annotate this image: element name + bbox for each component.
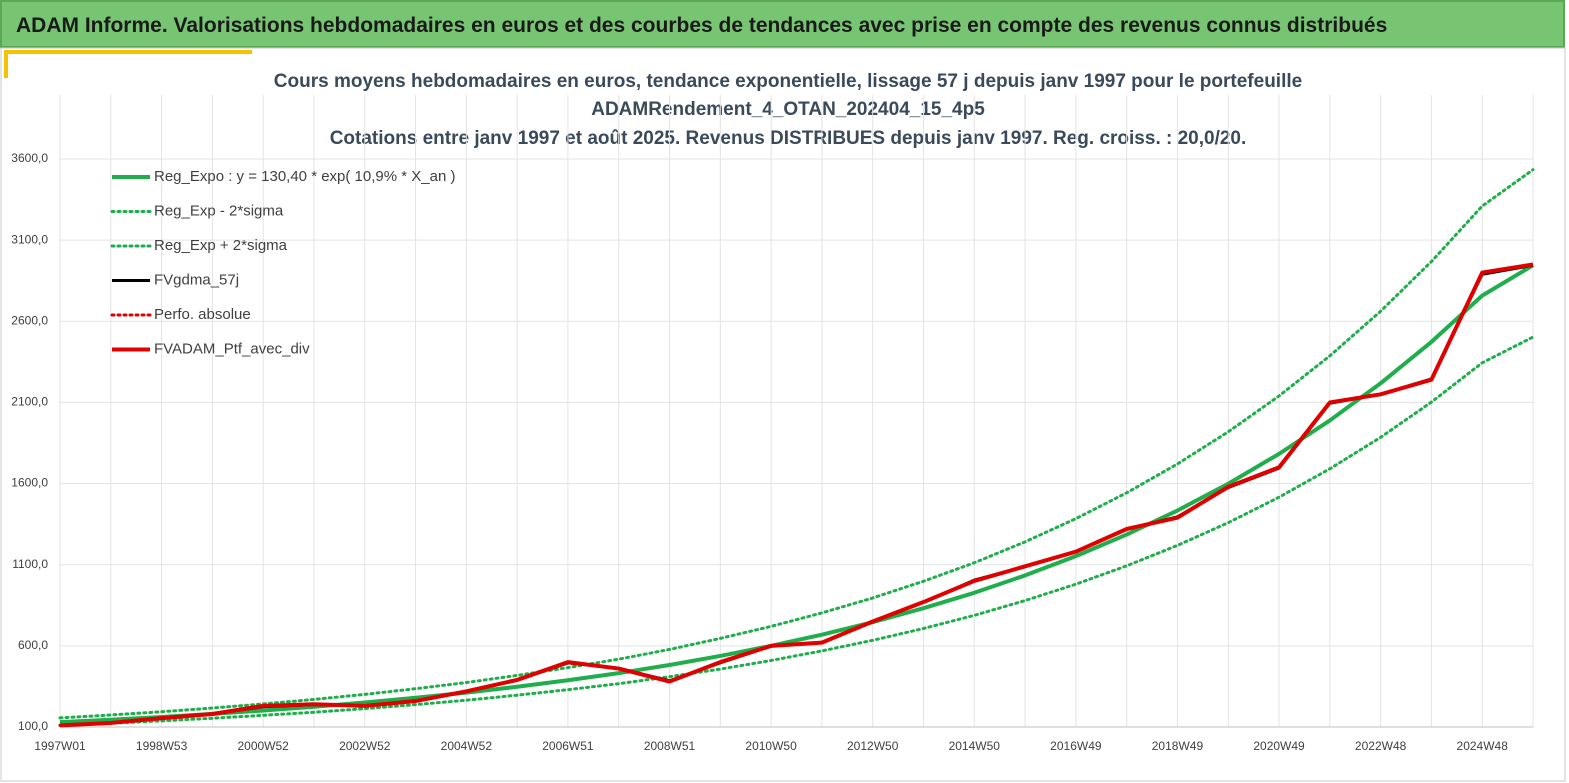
accent [4, 50, 252, 54]
x-tick-label: 2020W49 [1253, 739, 1305, 753]
x-tick-label: 2000W52 [237, 739, 289, 753]
x-tick-label: 2008W51 [644, 739, 696, 753]
x-tick-label: 2014W50 [949, 739, 1001, 753]
y-tick-label: 3100,0 [11, 232, 48, 246]
series-line [59, 262, 1534, 728]
x-tick-label: 2006W51 [542, 739, 594, 753]
chart-subtitle: ADAMRendement_4_OTAN_202404_15_4p5 [591, 99, 985, 120]
y-tick-label: 600,0 [18, 638, 48, 652]
series-line [58, 335, 1535, 727]
x-tick-label: 2004W52 [441, 739, 493, 753]
x-tick-label: 1997W01 [34, 739, 86, 753]
legend-label: Perfo. absolue [154, 306, 251, 323]
accent [4, 50, 8, 78]
legend-label: FVgdma_57j [154, 271, 239, 288]
x-tick-label: 2012W50 [847, 739, 899, 753]
chart-frame [0, 47, 1566, 782]
y-tick-label: 1600,0 [11, 476, 48, 490]
y-tick-label: 1100,0 [12, 557, 48, 571]
chart-title: Cours moyens hebdomadaires en euros, ten… [274, 71, 1302, 92]
x-tick-label: 2016W49 [1050, 739, 1102, 753]
x-tick-label: 2024W48 [1457, 739, 1509, 753]
series-line [58, 168, 1535, 720]
y-tick-label: 100,0 [18, 719, 48, 733]
x-tick-label: 2002W52 [339, 739, 391, 753]
x-tick-label: 2022W48 [1355, 739, 1407, 753]
x-tick-label: 1998W53 [136, 739, 188, 753]
legend-label: Reg_Expo : y = 130,40 * exp( 10,9% * X_a… [154, 168, 455, 185]
y-tick-label: 2100,0 [11, 395, 48, 409]
x-tick-label: 2010W50 [745, 739, 797, 753]
legend-label: Reg_Exp - 2*sigma [154, 202, 284, 219]
chart-subtitle: Cotations entre janv 1997 et août 2025. … [330, 128, 1247, 149]
legend-label: Reg_Exp + 2*sigma [154, 237, 288, 254]
legend-label: FVADAM_Ptf_avec_div [154, 340, 310, 357]
y-tick-label: 2600,0 [11, 313, 48, 327]
y-tick-label: 3600,0 [11, 151, 48, 165]
header-bar: ADAM Informe. Valorisations hebdomadaire… [0, 0, 1565, 48]
x-tick-label: 2018W49 [1152, 739, 1204, 753]
header-title: ADAM Informe. Valorisations hebdomadaire… [16, 14, 1388, 37]
series-line [59, 263, 1535, 725]
